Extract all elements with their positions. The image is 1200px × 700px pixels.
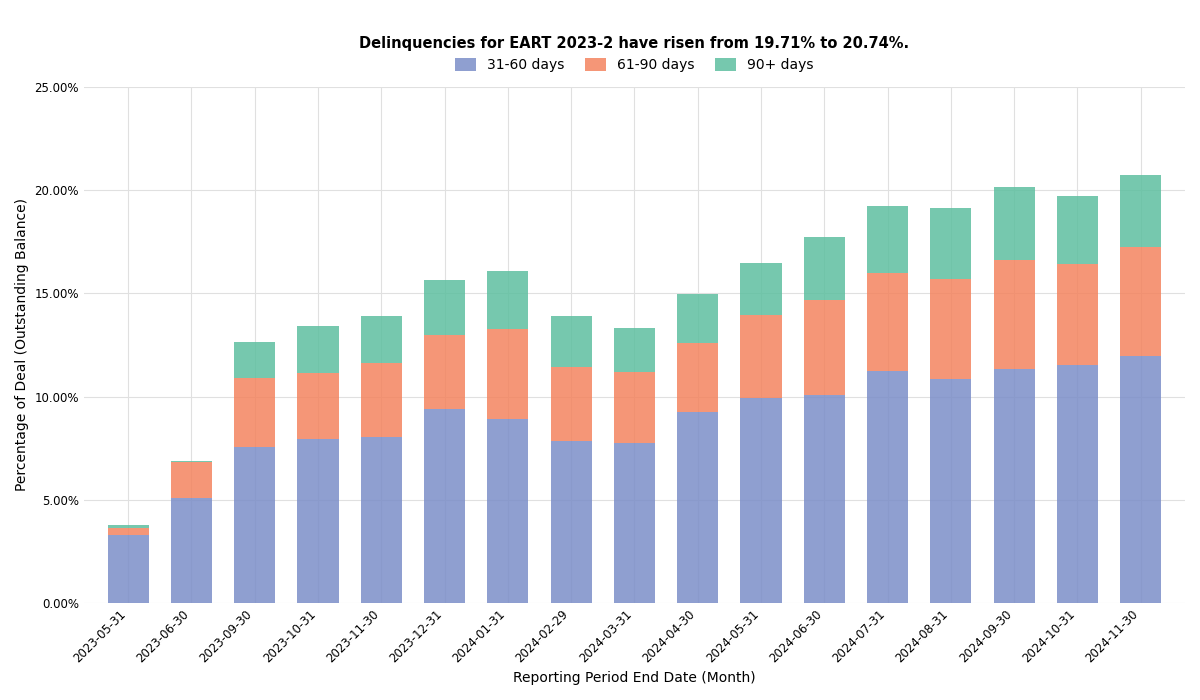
Bar [361, 316, 402, 363]
Bar [740, 315, 781, 398]
Bar [677, 294, 719, 343]
Bar [868, 273, 908, 371]
Bar [614, 328, 655, 372]
Bar [170, 498, 212, 603]
Legend: 31-60 days, 61-90 days, 90+ days: 31-60 days, 61-90 days, 90+ days [450, 52, 820, 78]
Bar [1120, 247, 1162, 356]
Bar [1057, 196, 1098, 265]
Bar [868, 206, 908, 273]
Bar [930, 208, 972, 279]
Bar [170, 461, 212, 498]
Bar [298, 326, 338, 373]
Y-axis label: Percentage of Deal (Outstanding Balance): Percentage of Deal (Outstanding Balance) [14, 198, 29, 491]
X-axis label: Reporting Period End Date (Month): Reporting Period End Date (Month) [514, 671, 756, 685]
Bar [234, 342, 275, 378]
Bar [234, 447, 275, 603]
Bar [108, 535, 149, 603]
Bar [108, 528, 149, 535]
Bar [551, 316, 592, 367]
Bar [551, 441, 592, 603]
Bar [424, 335, 466, 409]
Bar [108, 524, 149, 528]
Bar [994, 187, 1034, 260]
Bar [1120, 356, 1162, 603]
Bar [424, 280, 466, 335]
Bar [614, 372, 655, 443]
Bar [424, 409, 466, 603]
Bar [234, 378, 275, 447]
Bar [740, 263, 781, 315]
Bar [551, 367, 592, 441]
Bar [677, 412, 719, 603]
Bar [994, 369, 1034, 603]
Bar [1120, 174, 1162, 247]
Bar [1057, 365, 1098, 603]
Bar [930, 279, 972, 379]
Bar [361, 437, 402, 603]
Bar [487, 330, 528, 419]
Bar [804, 300, 845, 395]
Bar [298, 439, 338, 603]
Bar [930, 379, 972, 603]
Bar [868, 371, 908, 603]
Bar [361, 363, 402, 437]
Bar [740, 398, 781, 603]
Bar [804, 395, 845, 603]
Title: Delinquencies for EART 2023-2 have risen from 19.71% to 20.74%.: Delinquencies for EART 2023-2 have risen… [359, 36, 910, 51]
Bar [804, 237, 845, 300]
Bar [994, 260, 1034, 369]
Bar [677, 343, 719, 412]
Bar [298, 373, 338, 439]
Bar [487, 419, 528, 603]
Bar [1057, 265, 1098, 365]
Bar [614, 443, 655, 603]
Bar [487, 271, 528, 330]
